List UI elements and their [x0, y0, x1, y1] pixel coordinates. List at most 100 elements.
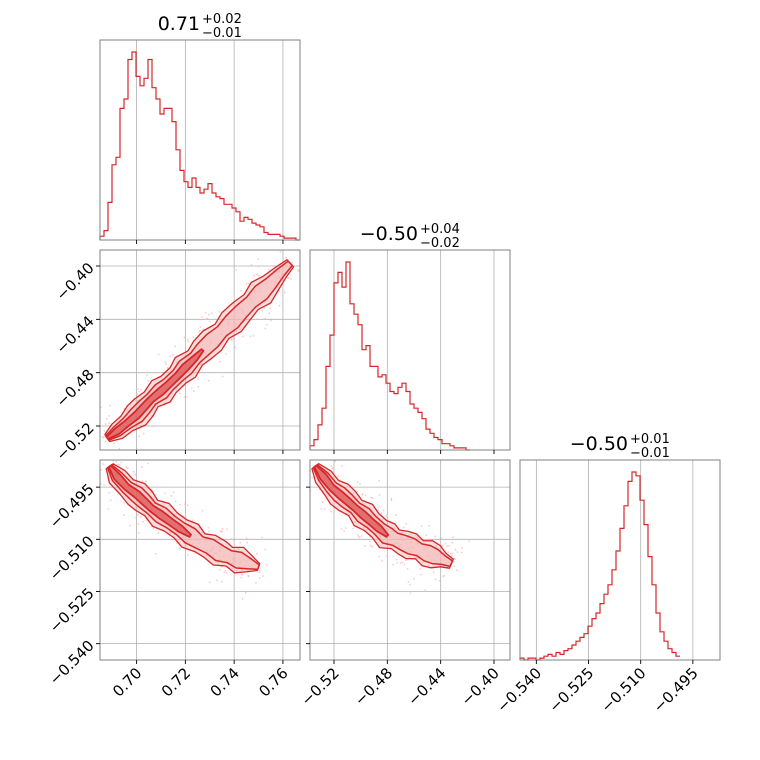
- scatter-point: [380, 512, 383, 515]
- scatter-point: [435, 545, 437, 548]
- scatter-point: [263, 306, 266, 309]
- scatter-point: [197, 385, 200, 388]
- scatter-point: [135, 516, 137, 519]
- scatter-point: [126, 409, 129, 412]
- scatter-point: [240, 576, 243, 579]
- panel-frame: [99, 249, 301, 451]
- title-plus-0: +0.02: [202, 12, 242, 27]
- scatter-point: [101, 435, 104, 438]
- scatter-point: [346, 485, 349, 488]
- scatter-point: [362, 527, 365, 529]
- x-tick-label: −0.540: [493, 664, 545, 716]
- scatter-point: [365, 528, 368, 531]
- scatter-point: [258, 571, 261, 574]
- scatter-point: [187, 338, 189, 341]
- scatter-point: [185, 396, 188, 398]
- scatter-point: [221, 375, 224, 378]
- scatter-point: [401, 561, 404, 564]
- scatter-point: [377, 509, 380, 512]
- scatter-point: [231, 339, 233, 342]
- scatter-point: [364, 494, 367, 497]
- scatter-point: [224, 353, 227, 355]
- scatter-point: [416, 538, 419, 541]
- panel-frame: [309, 459, 511, 661]
- contour-inner: [107, 464, 192, 538]
- scatter-point: [344, 527, 347, 529]
- scatter-point: [435, 538, 438, 541]
- scatter-point: [164, 492, 167, 495]
- scatter-point: [157, 353, 160, 356]
- scatter-point: [164, 361, 167, 364]
- scatter-point: [451, 541, 454, 544]
- panel-frame: [519, 459, 721, 661]
- scatter-point: [360, 535, 363, 537]
- scatter-point: [340, 528, 343, 530]
- scatter-point: [257, 274, 260, 277]
- histogram-line: [99, 51, 300, 241]
- scatter-point: [392, 563, 394, 566]
- scatter-point: [364, 545, 366, 547]
- scatter-point: [127, 467, 129, 470]
- scatter-point: [145, 480, 147, 482]
- scatter-point: [448, 544, 451, 547]
- scatter-point: [104, 423, 107, 425]
- scatter-point: [261, 536, 263, 539]
- scatter-point: [205, 554, 208, 557]
- scatter-point: [118, 447, 121, 450]
- y-tick-label: −0.52: [52, 419, 97, 464]
- scatter-point: [218, 310, 221, 313]
- scatter-point: [128, 407, 131, 409]
- scatter-point: [450, 554, 453, 557]
- scatter-point: [155, 499, 158, 502]
- panel-r1-c1: [309, 249, 511, 454]
- scatter-point: [378, 555, 380, 558]
- scatter-point: [256, 273, 258, 276]
- contour-middle: [312, 463, 454, 568]
- scatter-point: [408, 534, 411, 536]
- title-plus-1: +0.04: [420, 222, 460, 237]
- scatter-point: [207, 527, 210, 529]
- scatter-point: [199, 326, 202, 328]
- scatter-point: [428, 524, 431, 527]
- x-tick-label: 0.74: [207, 664, 243, 700]
- scatter-point: [171, 392, 173, 395]
- scatter-point: [120, 461, 123, 464]
- scatter-point: [140, 515, 142, 518]
- scatter-point: [190, 387, 193, 390]
- scatter-point: [242, 335, 244, 338]
- scatter-point: [378, 494, 381, 496]
- scatter-point: [172, 491, 175, 493]
- scatter-point: [137, 531, 140, 534]
- scatter-point: [447, 551, 450, 554]
- scatter-point: [210, 312, 213, 314]
- scatter-point: [208, 379, 210, 382]
- panel-r1-c0: [96, 249, 301, 454]
- scatter-point: [123, 501, 126, 504]
- scatter-point: [187, 340, 190, 343]
- scatter-point: [103, 430, 106, 432]
- scatter-point: [330, 465, 333, 468]
- title-minus-1: −0.02: [420, 236, 460, 251]
- scatter-point: [264, 548, 267, 551]
- x-tick-label: 0.76: [255, 664, 291, 700]
- scatter-point: [125, 466, 128, 469]
- scatter-point: [135, 505, 137, 508]
- scatter-point: [232, 539, 235, 542]
- scatter-point: [147, 462, 150, 465]
- scatter-point: [268, 312, 271, 315]
- scatter-point: [264, 300, 267, 303]
- y-tick-label: −0.40: [52, 259, 97, 304]
- scatter-point: [393, 527, 396, 529]
- scatter-point: [371, 545, 374, 548]
- scatter-point: [268, 269, 270, 271]
- scatter-point: [358, 536, 361, 539]
- panel-bg: [100, 40, 300, 240]
- scatter-point: [241, 597, 244, 600]
- scatter-point: [179, 504, 182, 506]
- scatter-point: [136, 388, 139, 390]
- title-param-1: −0.50 +0.04 −0.02: [360, 222, 460, 251]
- scatter-point: [454, 548, 457, 551]
- title-value-2: −0.50: [570, 433, 628, 455]
- scatter-point: [183, 396, 186, 398]
